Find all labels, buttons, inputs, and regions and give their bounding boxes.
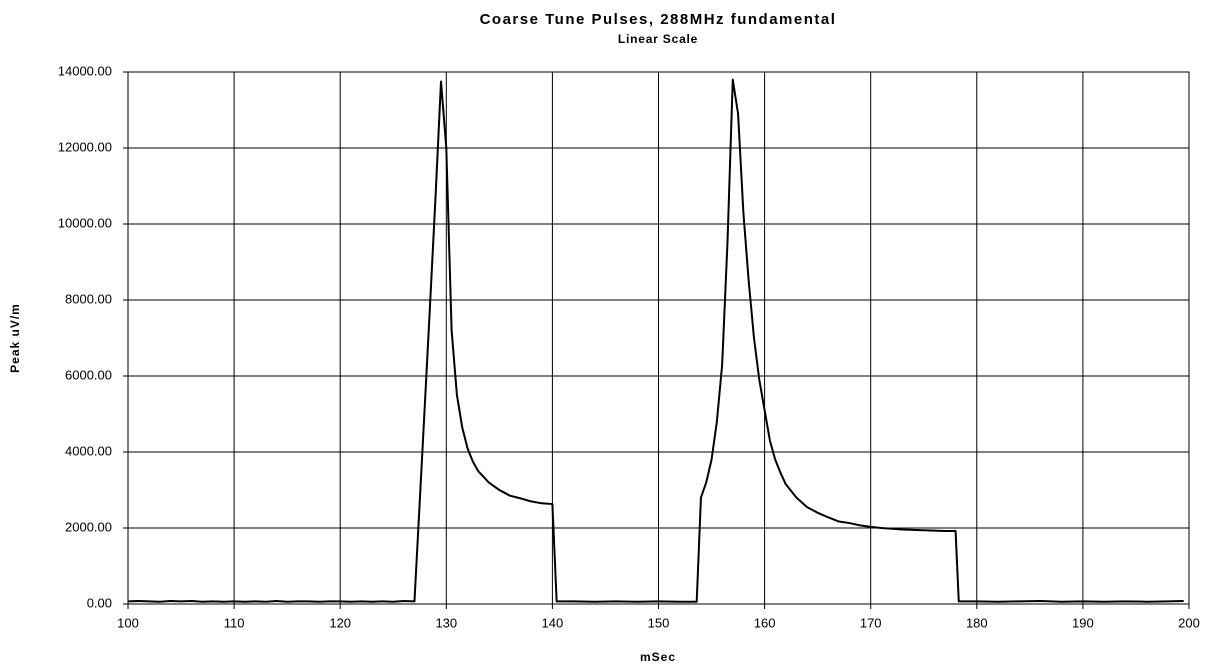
y-tick-label: 4000.00 <box>65 443 112 458</box>
data-line <box>127 78 1184 603</box>
x-tick-label: 140 <box>542 615 564 630</box>
x-tick-label: 190 <box>1072 615 1094 630</box>
y-tick-label: 2000.00 <box>65 519 112 534</box>
y-tick-label: 12000.00 <box>58 139 112 154</box>
x-tick-label: 200 <box>1178 615 1200 630</box>
x-tick-label: 120 <box>329 615 351 630</box>
x-tick-label: 100 <box>117 615 139 630</box>
y-tick-label: 6000.00 <box>65 367 112 382</box>
x-tick-label: 150 <box>648 615 670 630</box>
y-axis-label: Peak uV/m <box>8 303 22 373</box>
y-tick-label: 14000.00 <box>58 63 112 78</box>
x-tick-label: 170 <box>860 615 882 630</box>
x-tick-label: 180 <box>966 615 988 630</box>
x-tick-label: 110 <box>224 615 245 630</box>
x-tick-label: 130 <box>435 615 457 630</box>
y-tick-label: 8000.00 <box>65 291 112 306</box>
chart-subtitle: Linear Scale <box>618 32 698 46</box>
y-tick-label: 10000.00 <box>58 215 112 230</box>
y-tick-label: 0.00 <box>87 595 112 610</box>
x-axis-label: mSec <box>640 650 676 664</box>
plot-border <box>127 71 1190 605</box>
x-tick-label: 160 <box>754 615 776 630</box>
chart-title: Coarse Tune Pulses, 288MHz fundamental <box>480 11 837 28</box>
